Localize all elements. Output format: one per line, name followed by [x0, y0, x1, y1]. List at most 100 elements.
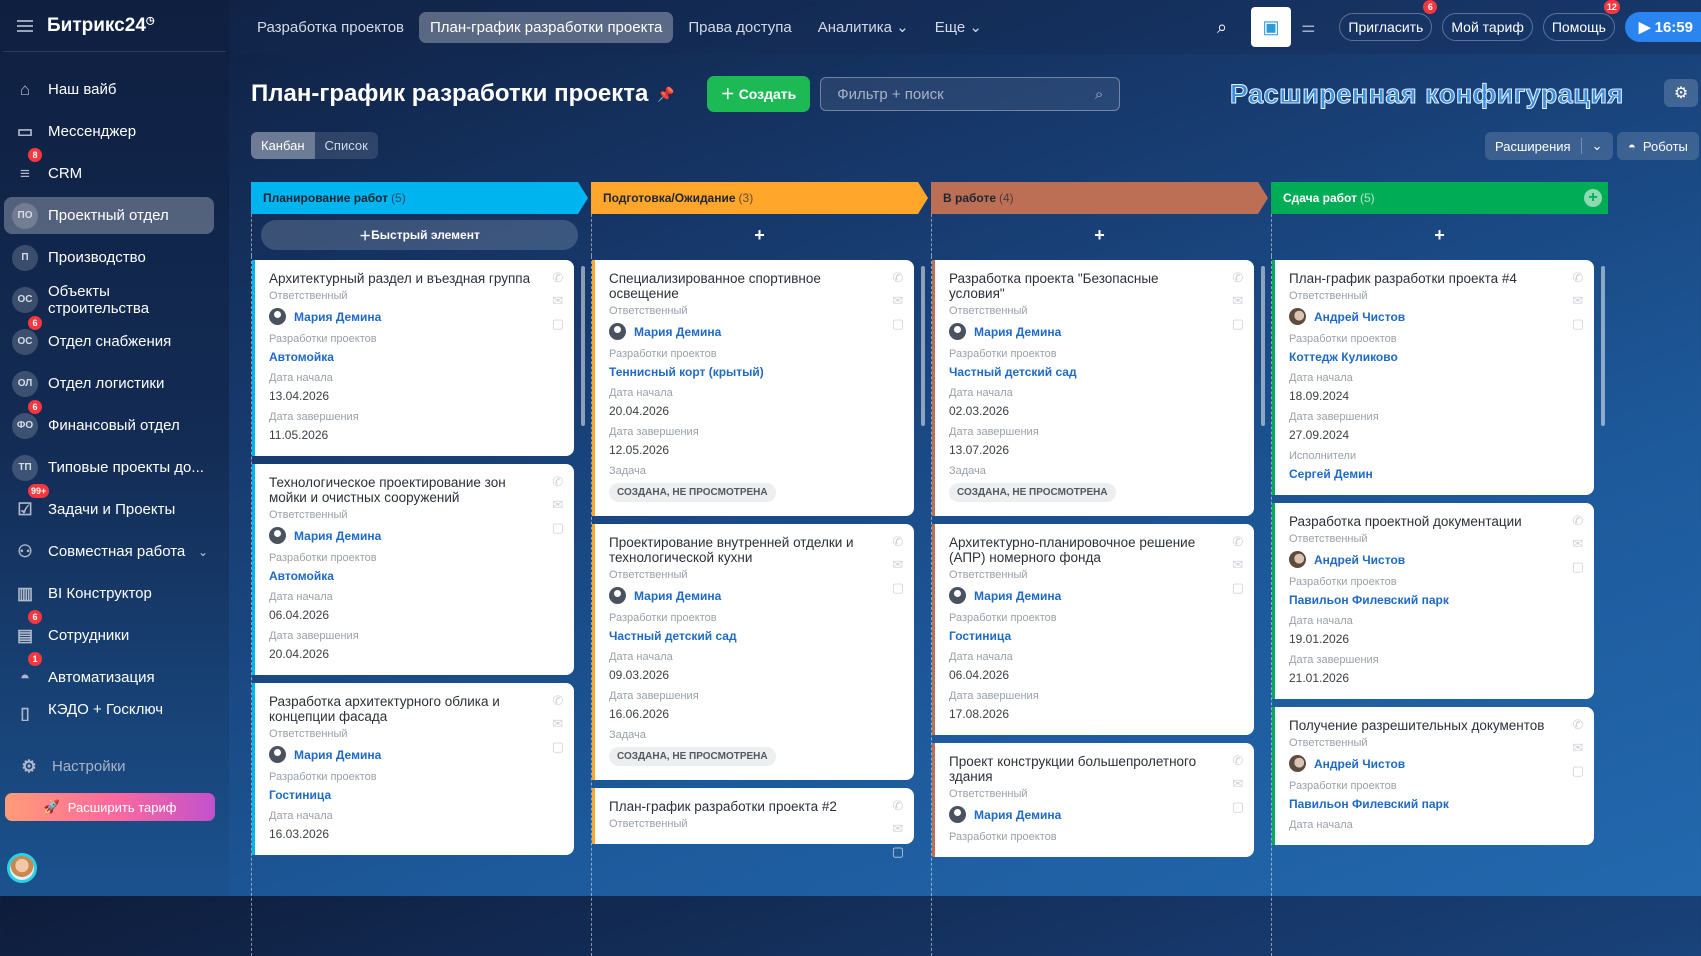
search-icon[interactable]: ⌕: [1094, 85, 1104, 103]
comment-icon[interactable]: ▢: [551, 316, 564, 331]
chevron-down-icon[interactable]: ⌄: [197, 544, 208, 559]
user-avatar[interactable]: [7, 853, 37, 883]
top-nav-item[interactable]: Права доступа: [688, 18, 792, 36]
mail-icon[interactable]: ✉: [892, 557, 904, 572]
mail-icon[interactable]: ✉: [1572, 740, 1584, 755]
person-name[interactable]: Андрей Чистов: [1314, 552, 1406, 567]
scrollbar[interactable]: [921, 266, 925, 426]
phone-icon[interactable]: ✆: [892, 798, 904, 813]
chevron-down-icon[interactable]: ⌄: [1591, 138, 1603, 153]
card-title[interactable]: Специализированное спортивное освещение: [609, 271, 821, 301]
add-item-button[interactable]: +: [941, 220, 1258, 250]
person-name[interactable]: Мария Демина: [974, 588, 1062, 603]
person-name[interactable]: Андрей Чистов: [1314, 309, 1406, 324]
field-link[interactable]: Частный детский сад: [949, 365, 1077, 379]
comment-icon[interactable]: ▢: [891, 844, 904, 859]
app-logo[interactable]: ▣: [1251, 7, 1292, 47]
my-tariff-button[interactable]: Мой тариф: [1442, 13, 1533, 41]
card-title[interactable]: Проект конструкции большепролетного здан…: [949, 754, 1197, 784]
mail-icon[interactable]: ✉: [552, 716, 564, 731]
extensions-button[interactable]: Расширения ⌄: [1485, 132, 1613, 160]
kanban-card[interactable]: Разработка проектной документации ✆ ✉ ▢ Отве…: [1272, 503, 1594, 699]
comment-icon[interactable]: ▢: [1571, 763, 1584, 778]
sidebar-item[interactable]: ОЛ Отдел логистики: [4, 365, 214, 402]
sidebar-item[interactable]: ▭ Мессенджер: [4, 113, 214, 150]
mail-icon[interactable]: ✉: [1232, 293, 1244, 308]
comment-icon[interactable]: ▢: [1231, 580, 1244, 595]
responsible-person[interactable]: Андрей Чистов: [1289, 551, 1580, 568]
sidebar-item[interactable]: ТП Типовые проекты до...: [4, 449, 214, 486]
sidebar-item[interactable]: ФО Финансовый отдел 6: [4, 400, 214, 444]
top-nav-item[interactable]: Еще ⌄: [934, 19, 982, 36]
sidebar-item[interactable]: ▤ Сотрудники 6: [4, 610, 214, 654]
sidebar-item-settings[interactable]: ⚙ Настройки: [8, 748, 125, 785]
responsible-person[interactable]: Мария Демина: [949, 806, 1240, 823]
field-link[interactable]: Частный детский сад: [609, 629, 737, 643]
field-link[interactable]: Автомойка: [269, 569, 334, 583]
logo[interactable]: Битрикс24◷: [47, 15, 155, 37]
kanban-card[interactable]: Получение разрешительных документов ✆ ✉ ▢ От…: [1272, 707, 1594, 845]
sidebar-item[interactable]: ПО Проектный отдел: [4, 197, 214, 234]
filter-search-input[interactable]: Фильтр + поиск ⌕: [820, 77, 1121, 111]
card-title[interactable]: Получение разрешительных документов: [1289, 718, 1545, 733]
mail-icon[interactable]: ✉: [892, 293, 904, 308]
workday-timer-button[interactable]: ▶ 16:59: [1624, 12, 1701, 42]
field-link[interactable]: Автомойка: [269, 350, 334, 364]
kanban-card[interactable]: Разработка архитектурного облика и конце…: [252, 683, 574, 855]
kanban-card[interactable]: Технологическое проектирование зон мойки…: [252, 464, 574, 675]
kanban-card[interactable]: Архитектурно-планировочное решение (АПР)…: [932, 524, 1254, 735]
sidebar-item[interactable]: ◓ Автоматизация 1: [4, 652, 214, 696]
mail-icon[interactable]: ✉: [1572, 536, 1584, 551]
kanban-card[interactable]: Архитектурный раздел и въездная группа ✆ ✉…: [252, 260, 574, 456]
responsible-person[interactable]: Мария Демина: [609, 323, 900, 340]
sliders-icon[interactable]: ⚌: [1301, 19, 1316, 36]
kanban-card[interactable]: Разработка проекта "Безопасные условия" ✆…: [932, 260, 1254, 516]
sidebar-item[interactable]: ☑ Задачи и Проекты 99+: [4, 484, 214, 528]
mail-icon[interactable]: ✉: [552, 293, 564, 308]
card-title[interactable]: План-график разработки проекта #2: [609, 799, 837, 814]
settings-button[interactable]: ⚙: [1664, 79, 1698, 107]
invite-button[interactable]: Пригласить 6: [1339, 0, 1438, 41]
person-name[interactable]: Мария Демина: [974, 807, 1062, 822]
sidebar-item[interactable]: ⚇ Совместная работа ⌄: [4, 533, 214, 570]
column-header[interactable]: В работе (4): [931, 182, 1268, 214]
sidebar-item[interactable]: ▥ BI Конструктор: [4, 575, 214, 612]
field-link[interactable]: Павильон Филевский парк: [1289, 593, 1449, 607]
top-nav-item[interactable]: Разработка проектов: [257, 18, 405, 36]
phone-icon[interactable]: ✆: [892, 534, 904, 549]
person-name[interactable]: Андрей Чистов: [1314, 756, 1406, 771]
scrollbar[interactable]: [1601, 266, 1605, 426]
person-name[interactable]: Мария Демина: [634, 324, 722, 339]
responsible-person[interactable]: Мария Демина: [949, 587, 1240, 604]
phone-icon[interactable]: ✆: [1232, 534, 1244, 549]
mail-icon[interactable]: ✉: [1232, 776, 1244, 791]
kanban-card[interactable]: Проект конструкции большепролетного здан…: [932, 743, 1254, 857]
responsible-person[interactable]: Андрей Чистов: [1289, 308, 1580, 325]
kanban-card[interactable]: План-график разработки проекта #2 ✆ ✉ ▢ Отве…: [592, 788, 914, 859]
field-link[interactable]: Теннисный корт (крытый): [609, 365, 764, 379]
tab-kanban[interactable]: Канбан: [251, 132, 315, 159]
comment-icon[interactable]: ▢: [1571, 316, 1584, 331]
phone-icon[interactable]: ✆: [1232, 753, 1244, 768]
sidebar-item[interactable]: ≡ CRM 8: [4, 148, 214, 192]
field-link[interactable]: Павильон Филевский парк: [1289, 797, 1449, 811]
mail-icon[interactable]: ✉: [552, 497, 564, 512]
phone-icon[interactable]: ✆: [552, 474, 564, 489]
comment-icon[interactable]: ▢: [1231, 799, 1244, 814]
top-nav-item[interactable]: Аналитика ⌄: [817, 19, 909, 36]
person-name[interactable]: Мария Демина: [294, 309, 382, 324]
card-title[interactable]: Архитектурный раздел и въездная группа: [269, 271, 531, 286]
phone-icon[interactable]: ✆: [552, 693, 564, 708]
search-icon[interactable]: ⌕: [1216, 16, 1228, 37]
card-title[interactable]: Разработка проекта "Безопасные условия": [949, 271, 1159, 301]
upgrade-tariff-button[interactable]: 🚀 Расширить тариф: [5, 793, 215, 821]
person-name[interactable]: Мария Демина: [974, 324, 1062, 339]
tab-list[interactable]: Список: [324, 138, 368, 153]
card-title[interactable]: Архитектурно-планировочное решение (АПР)…: [949, 535, 1196, 565]
add-item-button[interactable]: +: [601, 220, 918, 250]
comment-icon[interactable]: ▢: [891, 580, 904, 595]
sidebar-item[interactable]: ⌂ Наш вайб: [4, 71, 214, 108]
card-title[interactable]: Проектирование внутренней отделки и техн…: [609, 535, 854, 565]
sidebar-item[interactable]: ▯ КЭДО + Госключ: [4, 701, 214, 721]
comment-icon[interactable]: ▢: [891, 316, 904, 331]
